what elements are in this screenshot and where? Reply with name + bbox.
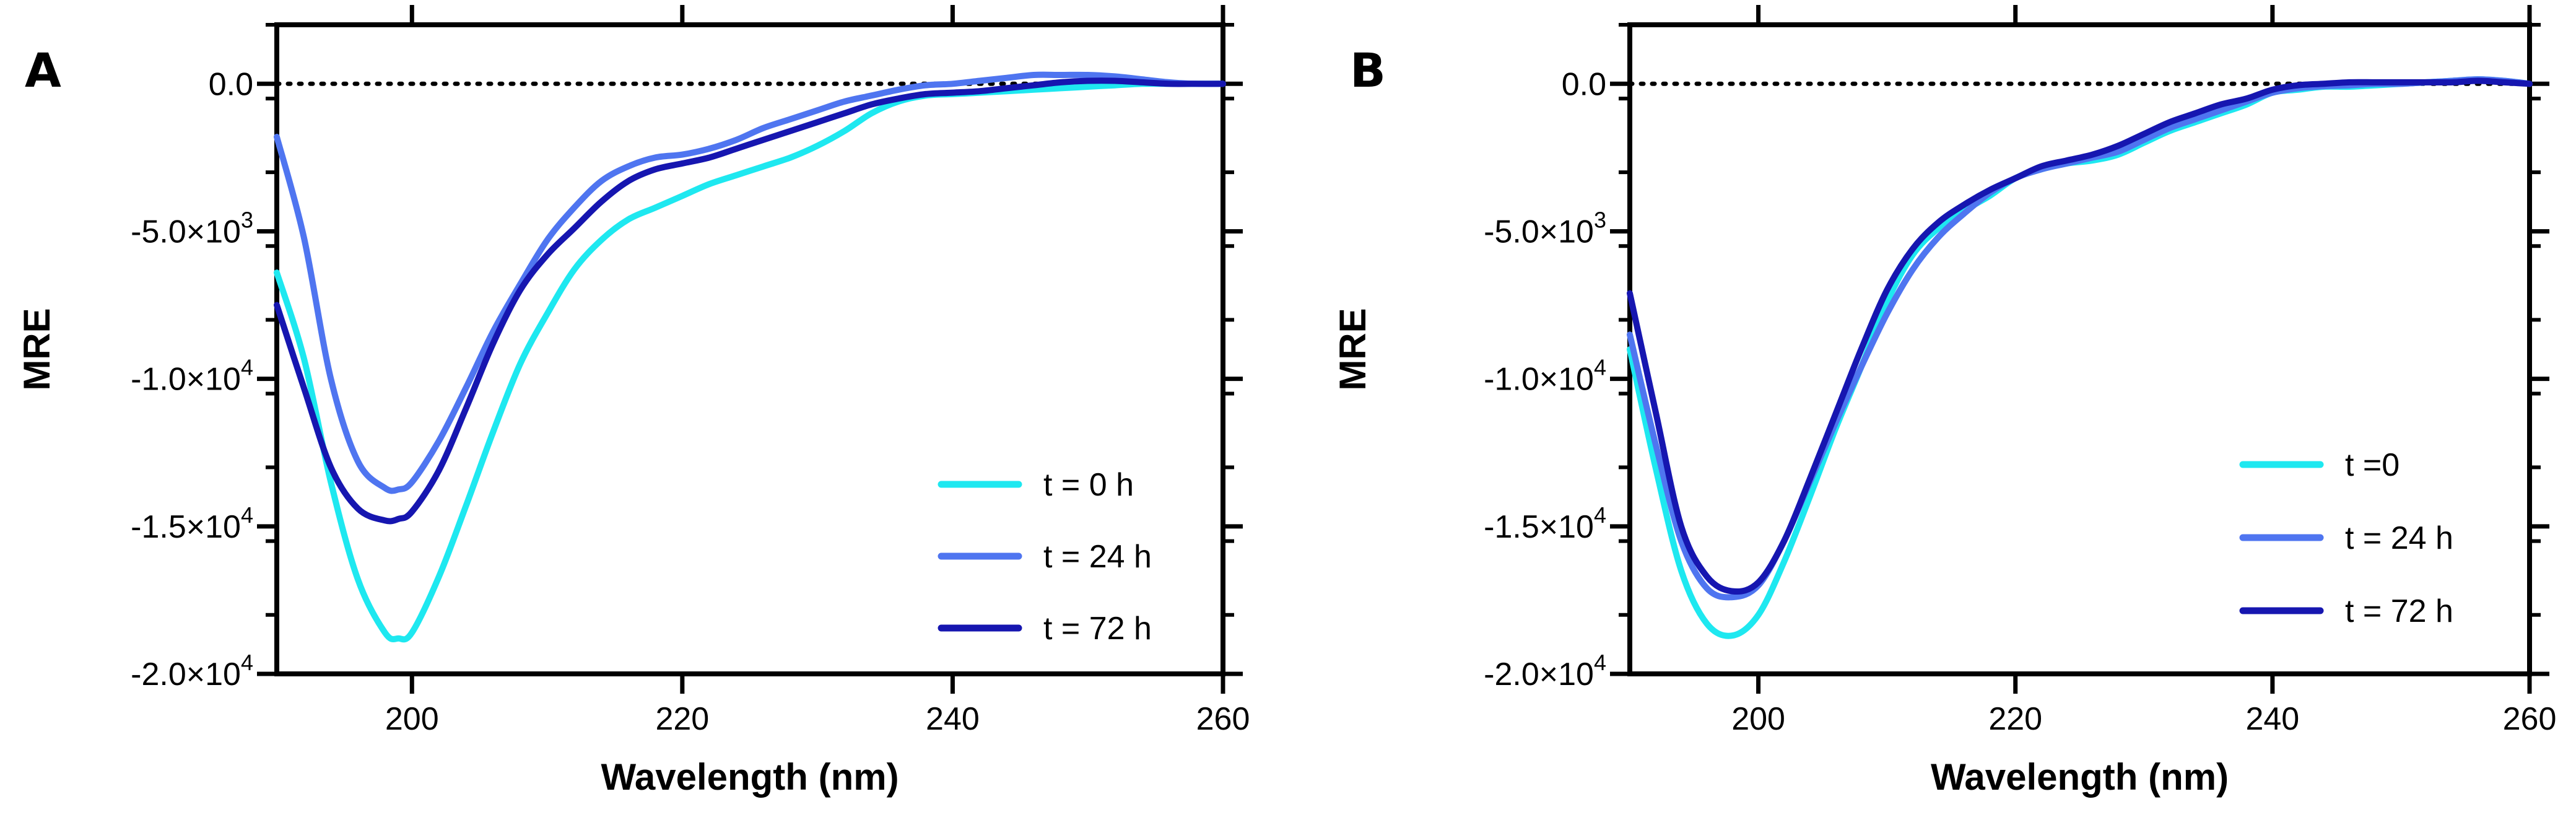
series-line-2 — [274, 71, 1226, 494]
x-axis-title: Wavelength (nm) — [1931, 756, 2229, 798]
legend-label: t = 0 h — [1043, 467, 1134, 503]
y-tick-label: -5.0×103 — [131, 207, 253, 250]
y-tick-label: -5.0×103 — [1484, 207, 1606, 250]
legend-label: t = 72 h — [2345, 593, 2453, 629]
y-axis-title: MRE — [16, 308, 58, 390]
x-tick-label: 220 — [655, 701, 709, 737]
panel-letter: A — [25, 43, 61, 98]
panel-a: A 0.0 -5.0×103 -1.0×104 -1.5×104 -2.0×104 200 2… — [16, 5, 1250, 798]
y-tick-label: -1.5×104 — [131, 502, 253, 545]
legend-label: t = 72 h — [1043, 611, 1152, 647]
x-tick-label: 200 — [385, 701, 439, 737]
x-tick-label: 240 — [926, 701, 980, 737]
legend-label: t =0 — [2345, 447, 2400, 483]
panel-letter: B — [1350, 43, 1386, 98]
y-tick-label: -1.0×104 — [1484, 355, 1606, 398]
legend-label: t = 24 h — [1043, 539, 1152, 575]
x-tick-label: 260 — [2503, 701, 2557, 737]
y-tick-label: -2.0×104 — [1484, 650, 1606, 692]
panel-b: B 0.0 -5.0×103 -1.0×104 -1.5×104 -2.0×104 200 2… — [1332, 5, 2556, 798]
x-tick-label: 260 — [1196, 701, 1250, 737]
series-line-3 — [1627, 77, 2533, 595]
x-tick-label: 220 — [1988, 701, 2042, 737]
legend-label: t = 24 h — [2345, 520, 2453, 556]
x-tick-label: 240 — [2245, 701, 2299, 737]
y-tick-label: 0.0 — [209, 66, 253, 102]
y-tick-label: 0.0 — [1562, 66, 1606, 102]
x-axis-title: Wavelength (nm) — [601, 756, 899, 798]
series-line-3 — [274, 77, 1226, 525]
y-tick-label: -1.5×104 — [1484, 502, 1606, 545]
x-tick-label: 200 — [1731, 701, 1785, 737]
series-line-1 — [274, 81, 1226, 643]
y-tick-label: -2.0×104 — [131, 650, 253, 692]
y-axis-title: MRE — [1332, 308, 1373, 390]
y-tick-label: -1.0×104 — [131, 355, 253, 398]
